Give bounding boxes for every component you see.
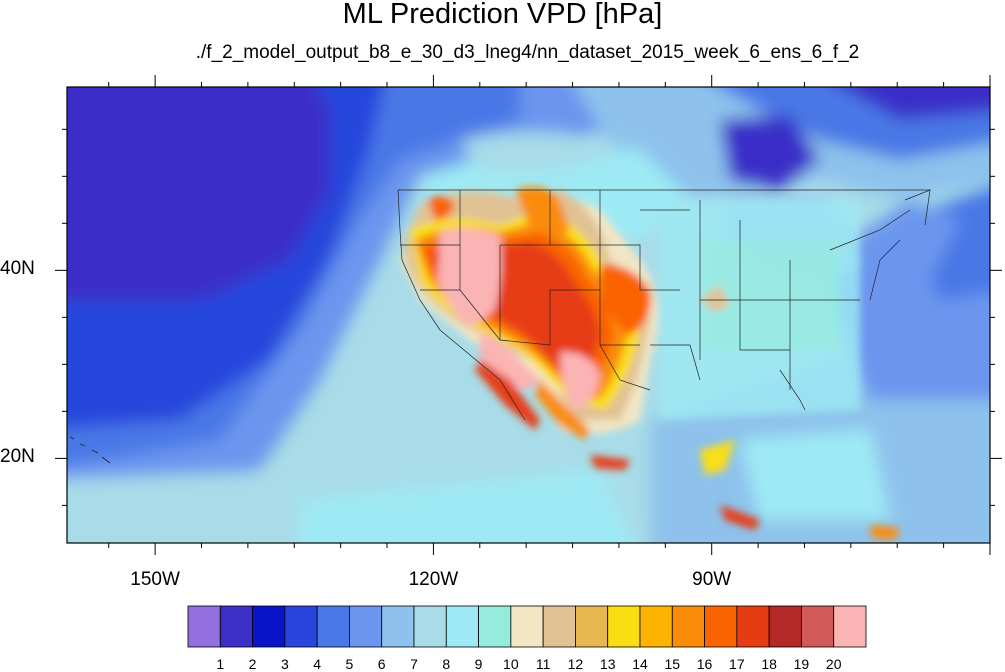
- colorbar-box: [542, 605, 576, 648]
- axis-ticks: [55, 75, 1002, 555]
- colorbar-label: 4: [313, 656, 322, 672]
- colorbar-box: [445, 605, 479, 648]
- colorbar-box: [510, 605, 544, 648]
- colorbar-label: 17: [729, 656, 745, 672]
- map-subtitle: ./f_2_model_output_b8_e_30_d3_lneg4/nn_d…: [195, 42, 860, 63]
- map-title: ML Prediction VPD [hPa]: [342, 0, 663, 30]
- colorbar-box: [381, 605, 415, 648]
- x-tick-label: 120W: [408, 569, 459, 590]
- colorbar-label: 15: [664, 656, 681, 672]
- colorbar-box: [316, 605, 350, 648]
- colorbar-label: 14: [632, 656, 648, 672]
- hawaii: [69, 436, 111, 464]
- vpd-field: [67, 87, 990, 543]
- colorbar-box: [736, 605, 770, 648]
- colorbar: [187, 605, 867, 648]
- colorbar-label: 7: [410, 656, 418, 672]
- colorbar-box: [607, 605, 641, 648]
- plot-frame: [66, 86, 991, 544]
- colorbar-label: 3: [280, 656, 289, 672]
- colorbar-box: [801, 605, 835, 648]
- colorbar-label: 8: [442, 656, 451, 672]
- colorbar-label: 20: [825, 656, 842, 672]
- colorbar-box: [252, 605, 286, 648]
- colorbar-label: 1: [216, 656, 225, 672]
- colorbar-label: 10: [503, 656, 519, 672]
- colorbar-box: [639, 605, 673, 648]
- colorbar-label: 19: [793, 656, 810, 672]
- colorbar-box: [704, 605, 738, 648]
- colorbar-label: 2: [248, 656, 257, 672]
- colorbar-label: 16: [696, 656, 713, 672]
- colorbar-label: 11: [535, 656, 551, 672]
- colorbar-box: [219, 605, 253, 648]
- y-tick-label: 20N: [0, 446, 35, 468]
- colorbar-box: [187, 605, 221, 648]
- colorbar-box: [413, 605, 447, 648]
- colorbar-label: 13: [599, 656, 616, 672]
- state-borders: [397, 189, 931, 421]
- colorbar-box: [349, 605, 383, 648]
- colorbar-label: 12: [567, 656, 584, 672]
- colorbar-box: [575, 605, 609, 648]
- colorbar-box: [833, 605, 867, 648]
- x-tick-label: 90W: [692, 569, 732, 590]
- colorbar-label: 18: [761, 656, 777, 672]
- y-tick-label: 40N: [0, 258, 35, 280]
- colorbar-label: 5: [345, 656, 354, 672]
- colorbar-box: [671, 605, 705, 648]
- colorbar-label: 9: [474, 656, 483, 672]
- colorbar-box: [284, 605, 318, 648]
- colorbar-box: [478, 605, 512, 648]
- colorbar-label: 6: [377, 656, 386, 672]
- colorbar-box: [768, 605, 802, 648]
- x-tick-label: 150W: [130, 569, 180, 590]
